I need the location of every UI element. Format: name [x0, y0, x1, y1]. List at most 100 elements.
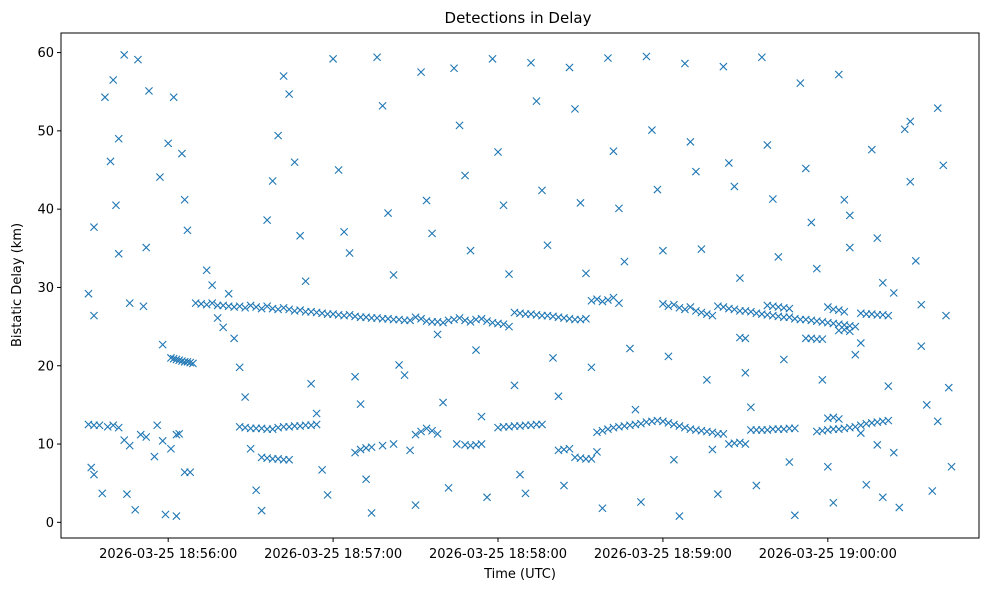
data-point — [840, 195, 849, 204]
data-point — [790, 511, 799, 520]
data-point — [812, 264, 821, 273]
data-point — [444, 483, 453, 492]
data-point — [933, 417, 942, 426]
data-point — [779, 355, 788, 364]
data-point — [785, 458, 794, 467]
data-point — [296, 306, 305, 315]
data-point — [334, 166, 343, 175]
data-point — [647, 126, 656, 135]
data-point — [581, 269, 590, 278]
data-point — [669, 420, 678, 429]
data-point — [161, 510, 170, 519]
data-point — [933, 104, 942, 113]
data-point — [166, 444, 175, 453]
data-point — [587, 296, 596, 305]
data-point — [878, 278, 887, 287]
data-point — [763, 140, 772, 149]
data-point — [741, 368, 750, 377]
data-point — [428, 426, 437, 435]
data-point — [922, 400, 931, 409]
y-tick-label: 40 — [37, 203, 54, 218]
data-point — [680, 423, 689, 432]
data-point — [884, 311, 893, 320]
data-point — [296, 231, 305, 240]
data-point — [851, 322, 860, 331]
data-point — [164, 139, 173, 148]
data-point — [395, 360, 404, 369]
data-point — [527, 58, 535, 67]
data-point — [697, 308, 706, 317]
data-point — [422, 424, 431, 433]
data-point — [257, 506, 266, 515]
data-point — [834, 70, 843, 79]
data-point — [378, 441, 387, 450]
data-point — [252, 303, 261, 312]
data-point — [664, 352, 673, 361]
data-point — [323, 490, 332, 499]
data-point — [543, 241, 552, 250]
data-point — [417, 68, 426, 77]
data-point — [183, 226, 192, 235]
data-point — [439, 398, 448, 407]
data-point — [829, 413, 838, 422]
data-point — [252, 486, 261, 495]
data-point — [801, 164, 810, 173]
data-point — [834, 415, 843, 423]
data-point — [889, 448, 898, 457]
data-point — [537, 186, 546, 195]
data-point — [166, 353, 175, 362]
data-point — [719, 303, 728, 312]
data-point — [565, 444, 574, 453]
data-point — [658, 417, 667, 426]
data-point — [884, 382, 893, 391]
data-point — [268, 176, 277, 185]
data-point — [691, 167, 700, 176]
data-point — [947, 462, 956, 471]
data-point — [351, 372, 360, 381]
data-point — [351, 448, 360, 457]
data-point — [263, 216, 272, 225]
data-point — [686, 303, 695, 312]
data-point — [702, 310, 711, 319]
data-point — [494, 148, 503, 156]
data-point — [285, 455, 294, 464]
data-point — [312, 409, 321, 418]
data-point — [466, 317, 475, 326]
data-point — [139, 302, 148, 311]
y-axis-label: Bistatic Delay (km) — [10, 223, 25, 347]
data-point — [785, 313, 794, 322]
data-point — [499, 201, 508, 210]
data-point — [356, 400, 365, 409]
x-axis-label: Time (UTC) — [483, 567, 556, 582]
data-point — [603, 54, 612, 63]
data-point — [345, 249, 354, 257]
data-point — [906, 177, 915, 186]
data-point — [713, 490, 722, 499]
data-point — [719, 429, 728, 438]
data-point — [417, 427, 426, 436]
data-point — [230, 334, 239, 343]
data-point — [603, 425, 612, 434]
data-point — [422, 196, 431, 205]
y-tick-label: 30 — [37, 281, 54, 296]
data-point — [235, 363, 244, 372]
data-point — [532, 97, 541, 106]
data-point — [785, 304, 794, 313]
data-point — [592, 447, 601, 456]
y-tick-label: 60 — [37, 46, 54, 61]
data-point — [155, 173, 164, 182]
data-point — [177, 149, 186, 158]
data-point — [483, 317, 492, 326]
data-point — [691, 306, 700, 315]
data-point — [406, 446, 415, 455]
data-point — [103, 422, 112, 431]
data-point — [554, 392, 563, 401]
data-point — [461, 171, 470, 180]
data-point — [208, 299, 217, 308]
plot-frame — [60, 32, 980, 539]
data-point — [472, 346, 481, 355]
data-point — [823, 462, 832, 471]
data-point — [856, 429, 865, 438]
data-point — [356, 445, 365, 454]
data-point — [290, 158, 299, 167]
